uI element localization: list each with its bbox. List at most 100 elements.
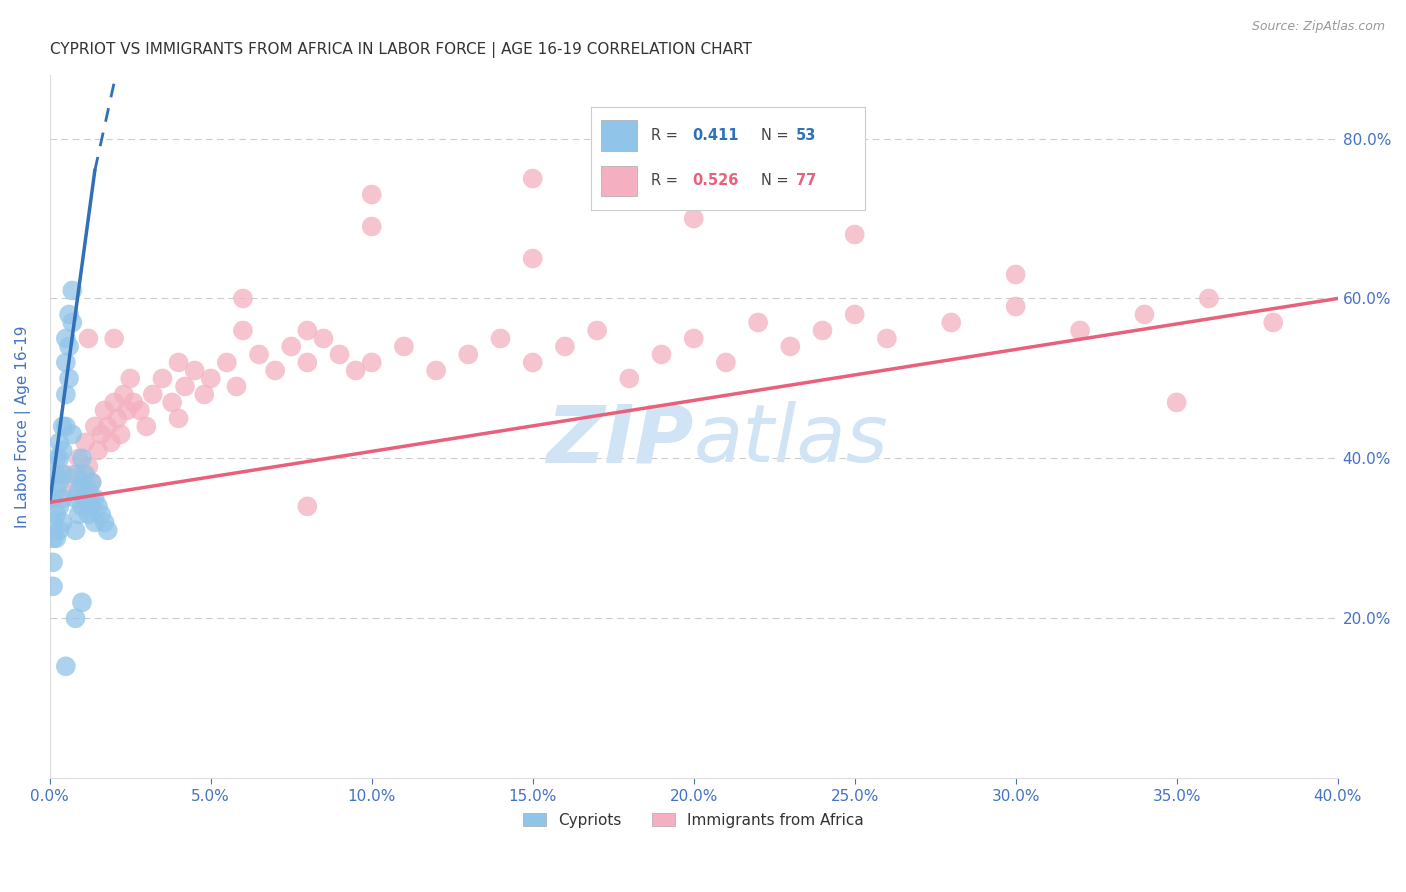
- Point: [45, 451, 67, 466]
- Text: 77: 77: [796, 173, 817, 188]
- Point: [844, 227, 866, 242]
- Point: [1004, 268, 1026, 282]
- Point: [115, 403, 138, 417]
- Point: [392, 339, 415, 353]
- Point: [65, 467, 87, 482]
- Point: [650, 347, 672, 361]
- Point: [60, 284, 83, 298]
- Point: [45, 467, 67, 482]
- Point: [75, 467, 97, 482]
- Point: [247, 347, 270, 361]
- Point: [67, 483, 90, 498]
- Point: [70, 451, 93, 466]
- Point: [65, 524, 87, 538]
- Text: atlas: atlas: [693, 401, 889, 480]
- Point: [97, 419, 120, 434]
- Point: [83, 419, 105, 434]
- Point: [360, 187, 382, 202]
- Point: [110, 427, 132, 442]
- Point: [747, 316, 769, 330]
- Point: [682, 211, 704, 226]
- Text: 0.411: 0.411: [692, 128, 738, 144]
- Point: [58, 371, 80, 385]
- Text: Source: ZipAtlas.com: Source: ZipAtlas.com: [1251, 20, 1385, 33]
- Point: [83, 491, 105, 506]
- Point: [193, 387, 215, 401]
- Point: [360, 219, 382, 234]
- Point: [60, 427, 83, 442]
- Point: [312, 331, 335, 345]
- Text: CYPRIOT VS IMMIGRANTS FROM AFRICA IN LABOR FORCE | AGE 16-19 CORRELATION CHART: CYPRIOT VS IMMIGRANTS FROM AFRICA IN LAB…: [49, 42, 752, 58]
- Point: [55, 355, 77, 369]
- Point: [522, 171, 544, 186]
- Point: [97, 524, 120, 538]
- Point: [1166, 395, 1188, 409]
- Point: [90, 427, 112, 442]
- Point: [264, 363, 287, 377]
- Point: [52, 443, 75, 458]
- Point: [83, 516, 105, 530]
- Point: [167, 355, 190, 369]
- Point: [48, 435, 70, 450]
- Point: [52, 491, 75, 506]
- Point: [1133, 308, 1156, 322]
- Point: [67, 451, 90, 466]
- Point: [77, 483, 100, 498]
- Point: [70, 595, 93, 609]
- Legend: Cypriots, Immigrants from Africa: Cypriots, Immigrants from Africa: [517, 806, 870, 834]
- Point: [48, 524, 70, 538]
- Point: [77, 508, 100, 522]
- Point: [135, 419, 157, 434]
- Point: [42, 516, 65, 530]
- Point: [80, 475, 103, 490]
- Point: [42, 555, 65, 569]
- Point: [70, 467, 93, 482]
- Point: [297, 500, 319, 514]
- Point: [811, 323, 834, 337]
- Point: [80, 500, 103, 514]
- Text: R =: R =: [651, 173, 682, 188]
- Text: N =: N =: [761, 173, 793, 188]
- Point: [122, 395, 145, 409]
- Bar: [602, 120, 637, 151]
- Point: [75, 435, 97, 450]
- Point: [489, 331, 512, 345]
- Text: R =: R =: [651, 128, 682, 144]
- Point: [328, 347, 350, 361]
- Point: [554, 339, 576, 353]
- Point: [48, 500, 70, 514]
- Point: [42, 579, 65, 593]
- Text: 53: 53: [796, 128, 817, 144]
- Point: [682, 331, 704, 345]
- Point: [65, 611, 87, 625]
- Point: [297, 355, 319, 369]
- Point: [174, 379, 197, 393]
- Point: [941, 316, 963, 330]
- Point: [779, 339, 801, 353]
- Point: [425, 363, 447, 377]
- Point: [45, 508, 67, 522]
- Point: [67, 508, 90, 522]
- Point: [225, 379, 247, 393]
- Point: [200, 371, 222, 385]
- Point: [714, 355, 737, 369]
- Point: [70, 475, 93, 490]
- Point: [215, 355, 238, 369]
- Point: [58, 308, 80, 322]
- Point: [232, 323, 254, 337]
- Point: [60, 316, 83, 330]
- Point: [232, 292, 254, 306]
- Point: [100, 435, 122, 450]
- Point: [55, 659, 77, 673]
- Point: [42, 532, 65, 546]
- Point: [58, 339, 80, 353]
- Point: [87, 443, 110, 458]
- Point: [42, 491, 65, 506]
- Text: 0.526: 0.526: [692, 173, 738, 188]
- Point: [586, 323, 609, 337]
- Text: N =: N =: [761, 128, 793, 144]
- Point: [52, 467, 75, 482]
- Point: [344, 363, 367, 377]
- Point: [280, 339, 302, 353]
- Point: [522, 252, 544, 266]
